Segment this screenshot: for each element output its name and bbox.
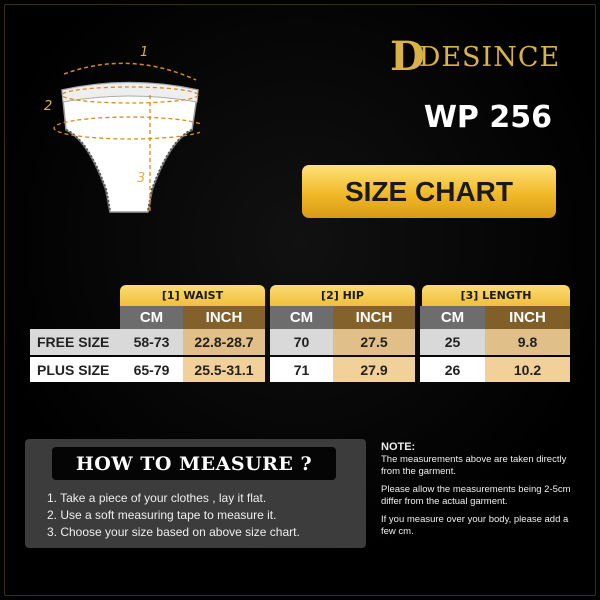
row-label: PLUS SIZE (30, 357, 120, 382)
table-cell: 27.5 (333, 329, 415, 355)
table-cell: 25 (444, 334, 461, 350)
table-cell: 27.9 (333, 357, 415, 382)
table-cell: 65-79 (133, 361, 170, 378)
table-cell: 70 (293, 334, 310, 350)
brand-logo: D DESINCE (390, 33, 561, 80)
group-waist: [1] WAIST (120, 285, 265, 306)
brief-diagram: 1 2 3 (44, 45, 200, 213)
logo-text: DESINCE (418, 41, 561, 73)
step: 1. Take a piece of your clothes , lay it… (47, 491, 267, 505)
column-header: CM (270, 306, 333, 329)
table-cell: 10.2 (485, 357, 570, 382)
row-label: FREE SIZE (30, 329, 120, 355)
model-number: WP 256 (423, 100, 552, 135)
measure-steps: 1. Take a piece of your clothes , lay it… (47, 490, 300, 541)
cell-bg (420, 329, 485, 355)
column-header: CM (120, 306, 183, 329)
note-text: Please allow the measurements being 2-5c… (381, 484, 571, 507)
cell-bg (420, 357, 485, 382)
column-header: INCH (485, 306, 570, 329)
column-header: INCH (333, 306, 415, 329)
label-3: 3 (137, 171, 145, 186)
note-title: NOTE: (381, 441, 416, 453)
cell-bg (270, 329, 333, 355)
cell-bg (120, 357, 183, 382)
table-cell: 25.5-31.1 (183, 357, 265, 382)
column-header: CM (420, 306, 485, 329)
table-cell: 9.8 (485, 329, 570, 355)
note-text: The measurements above are taken directl… (381, 454, 567, 477)
label-2: 2 (44, 99, 52, 114)
step: 2. Use a soft measuring tape to measure … (47, 508, 277, 522)
cell-bg (270, 357, 333, 382)
note-text: If you measure over your body, please ad… (381, 514, 569, 537)
size-chart-title: SIZE CHART (302, 165, 556, 218)
table-cell: 71 (293, 361, 310, 378)
column-header: INCH (183, 306, 265, 329)
how-to-measure-title: HOW TO MEASURE ? (52, 447, 336, 480)
step: 3. Choose your size based on above size … (47, 525, 300, 539)
table-cell: 26 (444, 361, 461, 378)
group-length: [3] LENGTH (422, 285, 570, 306)
group-hip: [2] HIP (270, 285, 415, 306)
table-cell: 22.8-28.7 (183, 329, 265, 355)
cell-bg (120, 329, 183, 355)
label-1: 1 (140, 45, 148, 60)
table-cell: 58-73 (133, 334, 170, 350)
note: NOTE: The measurements above are taken d… (381, 441, 573, 544)
